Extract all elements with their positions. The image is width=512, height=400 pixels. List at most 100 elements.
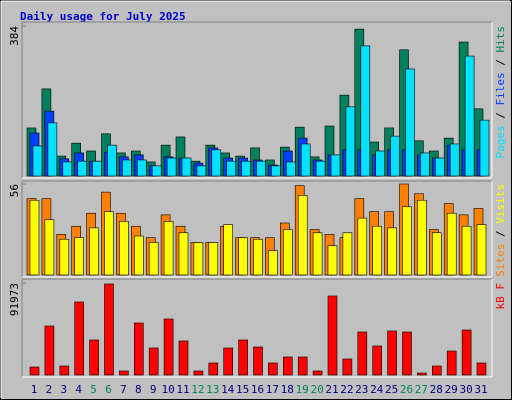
bar bbox=[312, 232, 323, 276]
bar bbox=[89, 339, 99, 376]
bar bbox=[342, 232, 353, 276]
bar bbox=[342, 358, 353, 376]
bar bbox=[268, 250, 278, 276]
bar bbox=[104, 283, 114, 376]
x-tick-label: 18 bbox=[281, 383, 294, 396]
bar bbox=[208, 362, 219, 376]
bar bbox=[196, 165, 207, 177]
bar bbox=[402, 206, 412, 276]
bar bbox=[148, 242, 159, 276]
x-tick-label: 26 bbox=[400, 383, 413, 396]
bar bbox=[327, 295, 338, 376]
x-tick-label: 25 bbox=[385, 383, 398, 396]
legend-entry: Visits bbox=[494, 184, 507, 224]
x-tick-label: 3 bbox=[60, 383, 67, 396]
legend-entry: kB F bbox=[494, 283, 507, 310]
bar bbox=[330, 154, 341, 177]
bar bbox=[47, 122, 58, 177]
y-max-label: 384 bbox=[8, 26, 21, 46]
bar bbox=[315, 160, 326, 177]
bar bbox=[271, 165, 281, 177]
x-tick-label: 20 bbox=[310, 383, 323, 396]
x-tick-label: 16 bbox=[251, 383, 264, 396]
bar bbox=[166, 157, 177, 177]
bar bbox=[148, 347, 159, 376]
bar bbox=[211, 149, 222, 177]
x-tick-label: 12 bbox=[191, 383, 204, 396]
bar bbox=[434, 157, 445, 177]
bar bbox=[226, 160, 236, 177]
x-tick-label: 27 bbox=[415, 383, 428, 396]
legend-entry: Hits bbox=[494, 26, 507, 53]
bar bbox=[59, 238, 70, 276]
bar bbox=[178, 340, 189, 376]
x-tick-label: 30 bbox=[459, 383, 472, 396]
bar bbox=[92, 160, 102, 177]
bar bbox=[446, 212, 457, 276]
bar bbox=[29, 199, 40, 276]
bar bbox=[208, 242, 219, 276]
bar bbox=[479, 119, 490, 177]
x-tick-label: 6 bbox=[105, 383, 112, 396]
bar bbox=[387, 330, 397, 376]
x-tick-label: 9 bbox=[150, 383, 157, 396]
bar bbox=[77, 160, 87, 177]
legend: Pages / Files / Hits bbox=[494, 26, 507, 159]
bar bbox=[223, 347, 233, 376]
x-tick-label: 10 bbox=[161, 383, 174, 396]
bar bbox=[312, 370, 323, 376]
bar bbox=[357, 217, 368, 276]
bar bbox=[300, 143, 311, 177]
x-tick-label: 13 bbox=[206, 383, 219, 396]
bar bbox=[327, 245, 338, 276]
bar bbox=[74, 301, 84, 376]
legend-separator: / bbox=[494, 224, 507, 244]
y-max-label: 91973 bbox=[8, 283, 21, 316]
x-tick-label: 23 bbox=[355, 383, 368, 396]
bar bbox=[62, 161, 73, 177]
x-tick-label: 22 bbox=[340, 383, 353, 396]
x-tick-label: 8 bbox=[135, 383, 142, 396]
x-tick-label: 15 bbox=[236, 383, 249, 396]
legend-entry: Files bbox=[494, 72, 507, 105]
bar bbox=[285, 161, 296, 177]
bar bbox=[253, 238, 263, 276]
bar bbox=[461, 329, 472, 376]
bar bbox=[44, 325, 55, 376]
x-tick-label: 17 bbox=[266, 383, 279, 396]
bar bbox=[163, 221, 174, 276]
bar bbox=[449, 143, 460, 177]
bar bbox=[59, 365, 70, 376]
bar bbox=[464, 55, 475, 177]
bar bbox=[417, 372, 427, 376]
bar bbox=[282, 356, 293, 376]
bar bbox=[238, 237, 248, 276]
bar bbox=[402, 331, 412, 376]
chart-title: Daily usage for July 2025 bbox=[20, 10, 186, 23]
bar bbox=[223, 224, 233, 276]
bar bbox=[476, 224, 487, 276]
bar bbox=[89, 227, 99, 276]
bar bbox=[193, 370, 204, 376]
bar bbox=[476, 362, 487, 376]
legend-separator: / bbox=[494, 53, 507, 73]
bar bbox=[282, 229, 293, 276]
x-tick-label: 24 bbox=[370, 383, 384, 396]
bar bbox=[431, 232, 442, 276]
bar bbox=[372, 225, 383, 276]
bar bbox=[181, 157, 192, 177]
bar bbox=[122, 159, 132, 177]
bar bbox=[387, 227, 397, 276]
x-tick-label: 28 bbox=[430, 383, 443, 396]
bar bbox=[446, 350, 457, 376]
bar bbox=[268, 362, 278, 376]
bar bbox=[134, 322, 144, 376]
y-max-label: 56 bbox=[8, 184, 21, 197]
bar bbox=[390, 135, 400, 177]
bar bbox=[32, 145, 43, 177]
bar bbox=[137, 159, 147, 177]
bar bbox=[104, 211, 114, 276]
bar bbox=[44, 219, 55, 276]
bar bbox=[256, 160, 266, 177]
x-tick-label: 11 bbox=[176, 383, 189, 396]
